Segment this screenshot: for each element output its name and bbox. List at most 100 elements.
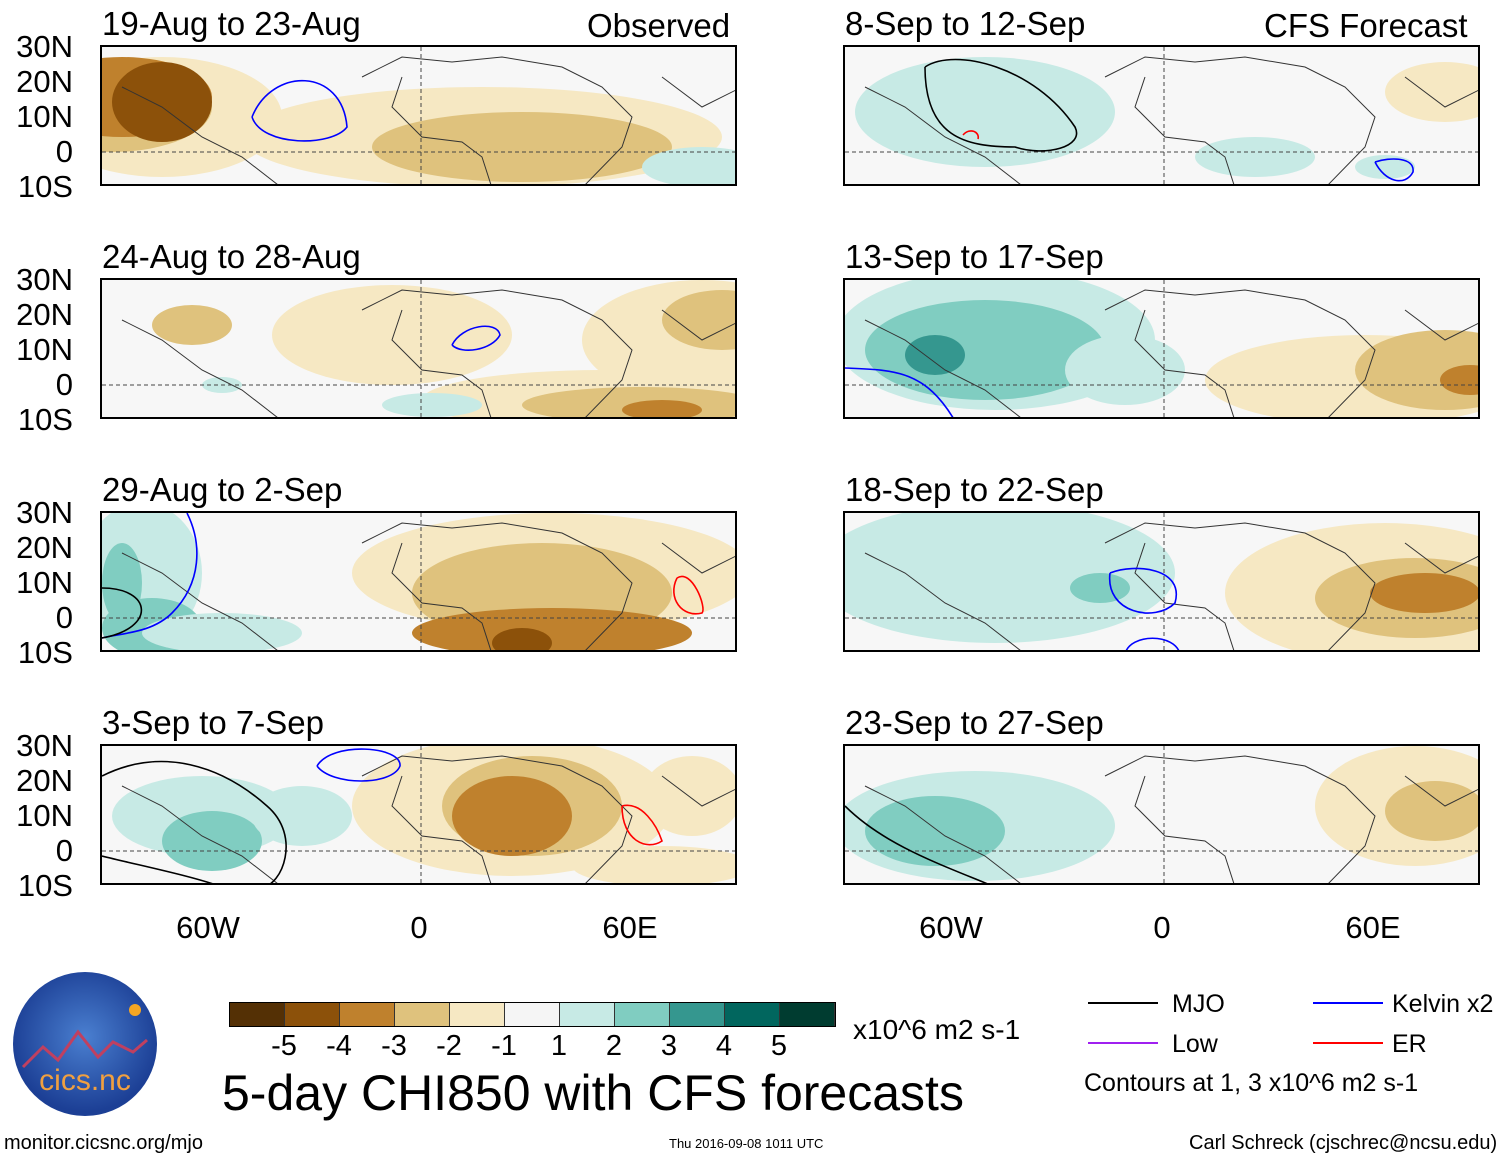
anomaly-region [865, 300, 1105, 400]
colorbar-swatch [505, 1003, 560, 1026]
colorbar-label: 4 [715, 1030, 733, 1062]
colorbar-swatch [560, 1003, 615, 1026]
legend-kelvin: Kelvin x2 [1392, 990, 1494, 1018]
colorbar-label: -2 [436, 1030, 462, 1062]
map-panel [100, 45, 737, 186]
site-url[interactable]: monitor.cicsnc.org/mjo [4, 1132, 203, 1154]
anomaly-region [1065, 335, 1185, 405]
map-svg [845, 746, 1478, 883]
map-panel [100, 278, 737, 419]
anomaly-region [1440, 365, 1478, 395]
lat-label: 0 [55, 600, 73, 635]
contour [102, 587, 143, 639]
panel-title: 13-Sep to 17-Sep [845, 238, 1104, 275]
anomaly-region [905, 335, 965, 375]
anomaly-region [382, 393, 482, 417]
colorbar-label: -4 [326, 1030, 352, 1062]
lat-label: 20N [16, 64, 73, 99]
anomaly-region [1195, 137, 1315, 177]
anomaly-region [845, 513, 1175, 643]
lon-label: 60E [1345, 910, 1401, 945]
lon-label: 60W [176, 910, 240, 945]
lat-label: 10S [17, 402, 73, 437]
anomaly-region [372, 112, 672, 182]
map-svg [102, 513, 735, 650]
forecast-header: CFS Forecast [1264, 7, 1468, 44]
lat-label: 10S [17, 868, 73, 903]
map-svg [845, 513, 1478, 650]
panel-title: 23-Sep to 27-Sep [845, 704, 1104, 741]
coastline [121, 56, 735, 184]
contour [251, 79, 348, 142]
colorbar-swatch [725, 1003, 780, 1026]
anomaly-region [855, 57, 1115, 167]
anomaly-region [272, 285, 512, 385]
coastline [864, 289, 1478, 417]
lon-label: 0 [410, 910, 428, 945]
panel-title: 24-Aug to 28-Aug [102, 238, 361, 275]
anomaly-region [1355, 330, 1478, 410]
coastline [121, 522, 735, 650]
anomaly-region [1355, 155, 1415, 179]
map-svg [845, 280, 1478, 417]
anomaly-region [642, 147, 735, 184]
logo-text: cics.nc [39, 1064, 131, 1097]
colorbar-swatch [450, 1003, 505, 1026]
contour [1125, 637, 1180, 650]
legend-er: ER [1392, 1030, 1427, 1058]
coastline [121, 755, 735, 883]
contour [451, 325, 501, 351]
colorbar [229, 1002, 836, 1027]
anomaly-region [662, 290, 735, 350]
colorbar-swatch [615, 1003, 670, 1026]
map-svg [102, 746, 735, 883]
legend-er-line [1313, 1042, 1383, 1044]
colorbar-swatch [285, 1003, 340, 1026]
anomaly-region [492, 628, 552, 650]
anomaly-region [1385, 62, 1478, 122]
anomaly-region [152, 305, 232, 345]
contour [1109, 567, 1178, 614]
contour [102, 855, 213, 883]
coastline [121, 289, 735, 417]
lat-label: 10N [16, 332, 73, 367]
lat-label: 20N [16, 530, 73, 565]
lat-label: 0 [55, 134, 73, 169]
contour [621, 804, 663, 846]
anomaly-region [112, 62, 212, 142]
contour [845, 367, 954, 417]
colorbar-label: -1 [491, 1030, 517, 1062]
map-svg [102, 47, 735, 184]
anomaly-region [622, 400, 702, 417]
coastline [864, 755, 1478, 883]
lat-label: 10S [17, 169, 73, 204]
map-panel [843, 45, 1480, 186]
contour [924, 58, 1078, 152]
contour [673, 575, 704, 615]
panel-title: 29-Aug to 2-Sep [102, 471, 343, 508]
map-panel [100, 511, 737, 652]
colorbar-label: -3 [381, 1030, 407, 1062]
lat-label: 30N [16, 728, 73, 763]
map-svg [102, 280, 735, 417]
legend-mjo-line [1088, 1002, 1158, 1004]
lat-label: 0 [55, 833, 73, 868]
contour [845, 805, 988, 883]
figure-title: 5-day CHI850 with CFS forecasts [222, 1065, 964, 1121]
map-svg [845, 47, 1478, 184]
contour [102, 760, 287, 883]
cics-logo: cics.nc [13, 972, 157, 1116]
contour-note: Contours at 1, 3 x10^6 m2 s-1 [1084, 1069, 1419, 1097]
colorbar-label: 3 [660, 1030, 678, 1062]
lat-label: 30N [16, 262, 73, 297]
lat-label: 30N [16, 29, 73, 64]
colorbar-units: x10^6 m2 s-1 [853, 1014, 1021, 1045]
panel-title: 18-Sep to 22-Sep [845, 471, 1104, 508]
panel-title: 19-Aug to 23-Aug [102, 5, 361, 42]
anomaly-region [452, 776, 572, 856]
anomaly-region [252, 786, 352, 846]
colorbar-swatch [395, 1003, 450, 1026]
lon-label: 60W [919, 910, 983, 945]
legend-low: Low [1172, 1030, 1218, 1058]
